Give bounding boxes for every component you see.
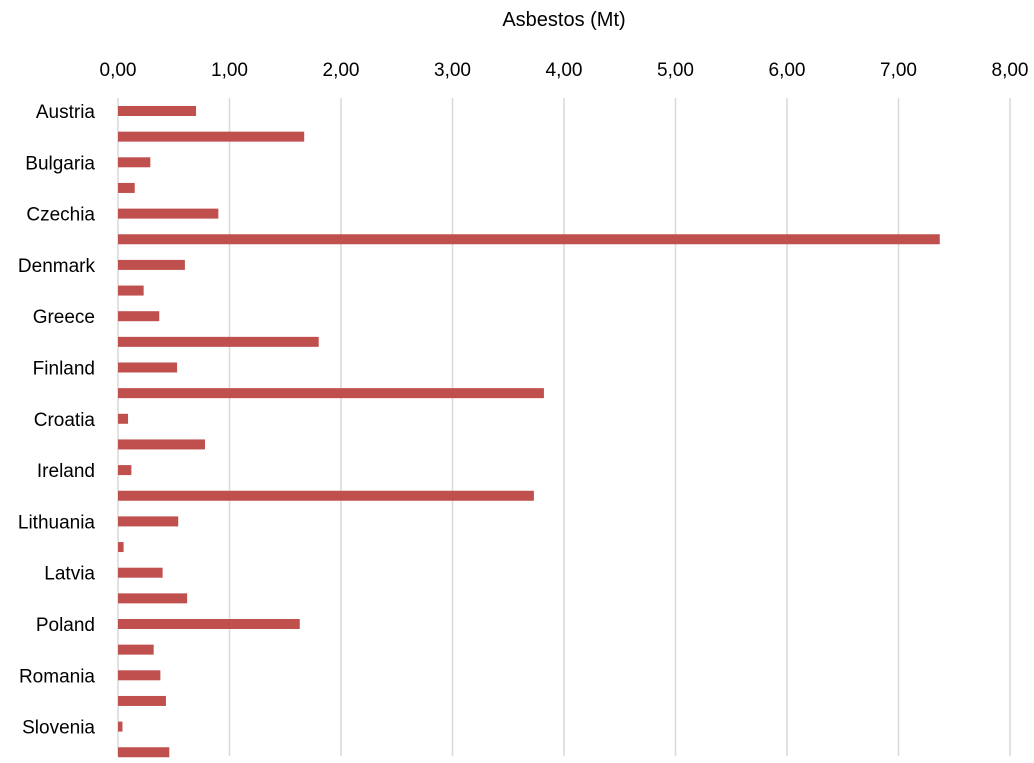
category-labels: Austria Bulgaria Czechia Denmark Greece Finla…: [18, 102, 96, 739]
x-axis-title: Asbestos (Mt): [502, 9, 625, 31]
x-tick-label: 8,00: [992, 60, 1029, 81]
x-tick-label: 7,00: [880, 60, 917, 81]
category-label: Greece: [33, 307, 95, 328]
bar: [118, 311, 160, 322]
bars: [118, 106, 940, 758]
x-tick-label: 6,00: [769, 60, 806, 81]
category-label: Lithuania: [18, 512, 96, 533]
category-label: Austria: [36, 102, 96, 123]
gridlines: [117, 98, 1011, 756]
bar: [118, 593, 188, 604]
bar: [118, 747, 170, 758]
bar: [118, 567, 163, 578]
x-tick-label: 4,00: [546, 60, 583, 81]
bar: [118, 259, 185, 270]
x-axis-ticks: 0,00 1,00 2,00 3,00 4,00 5,00 6,00 7,00 8,00: [100, 60, 1029, 81]
bar: [118, 106, 197, 116]
bar: [118, 439, 205, 450]
category-label: Finland: [33, 359, 95, 380]
category-label: Poland: [36, 615, 95, 636]
bar: [118, 285, 144, 296]
bar: [118, 516, 179, 527]
bar: [118, 131, 305, 142]
category-label: Romania: [19, 666, 95, 687]
bar: [118, 542, 124, 553]
x-tick-label: 2,00: [323, 60, 360, 81]
x-tick-label: 5,00: [657, 60, 694, 81]
category-label: Ireland: [37, 461, 95, 482]
category-label: Denmark: [18, 256, 96, 277]
bar: [118, 208, 219, 219]
bar: [118, 721, 123, 732]
bar: [118, 695, 166, 706]
category-label: Czechia: [26, 205, 95, 226]
bar: [118, 619, 300, 629]
category-label: Slovenia: [22, 718, 95, 739]
bar: [118, 388, 544, 399]
x-tick-label: 3,00: [434, 60, 471, 81]
bar: [118, 670, 161, 681]
bar: [118, 413, 129, 424]
x-tick-label: 1,00: [211, 60, 248, 81]
bar: [118, 157, 151, 168]
x-tick-label: 0,00: [100, 60, 137, 81]
bar: [118, 336, 319, 347]
category-label: Latvia: [44, 564, 95, 585]
category-label: Bulgaria: [25, 153, 95, 174]
bar: [118, 465, 132, 476]
bar: [118, 490, 534, 501]
bar: [118, 362, 178, 373]
bar: [118, 182, 135, 193]
bar: [118, 644, 154, 655]
category-label: Croatia: [34, 410, 96, 431]
bar: [118, 234, 940, 245]
